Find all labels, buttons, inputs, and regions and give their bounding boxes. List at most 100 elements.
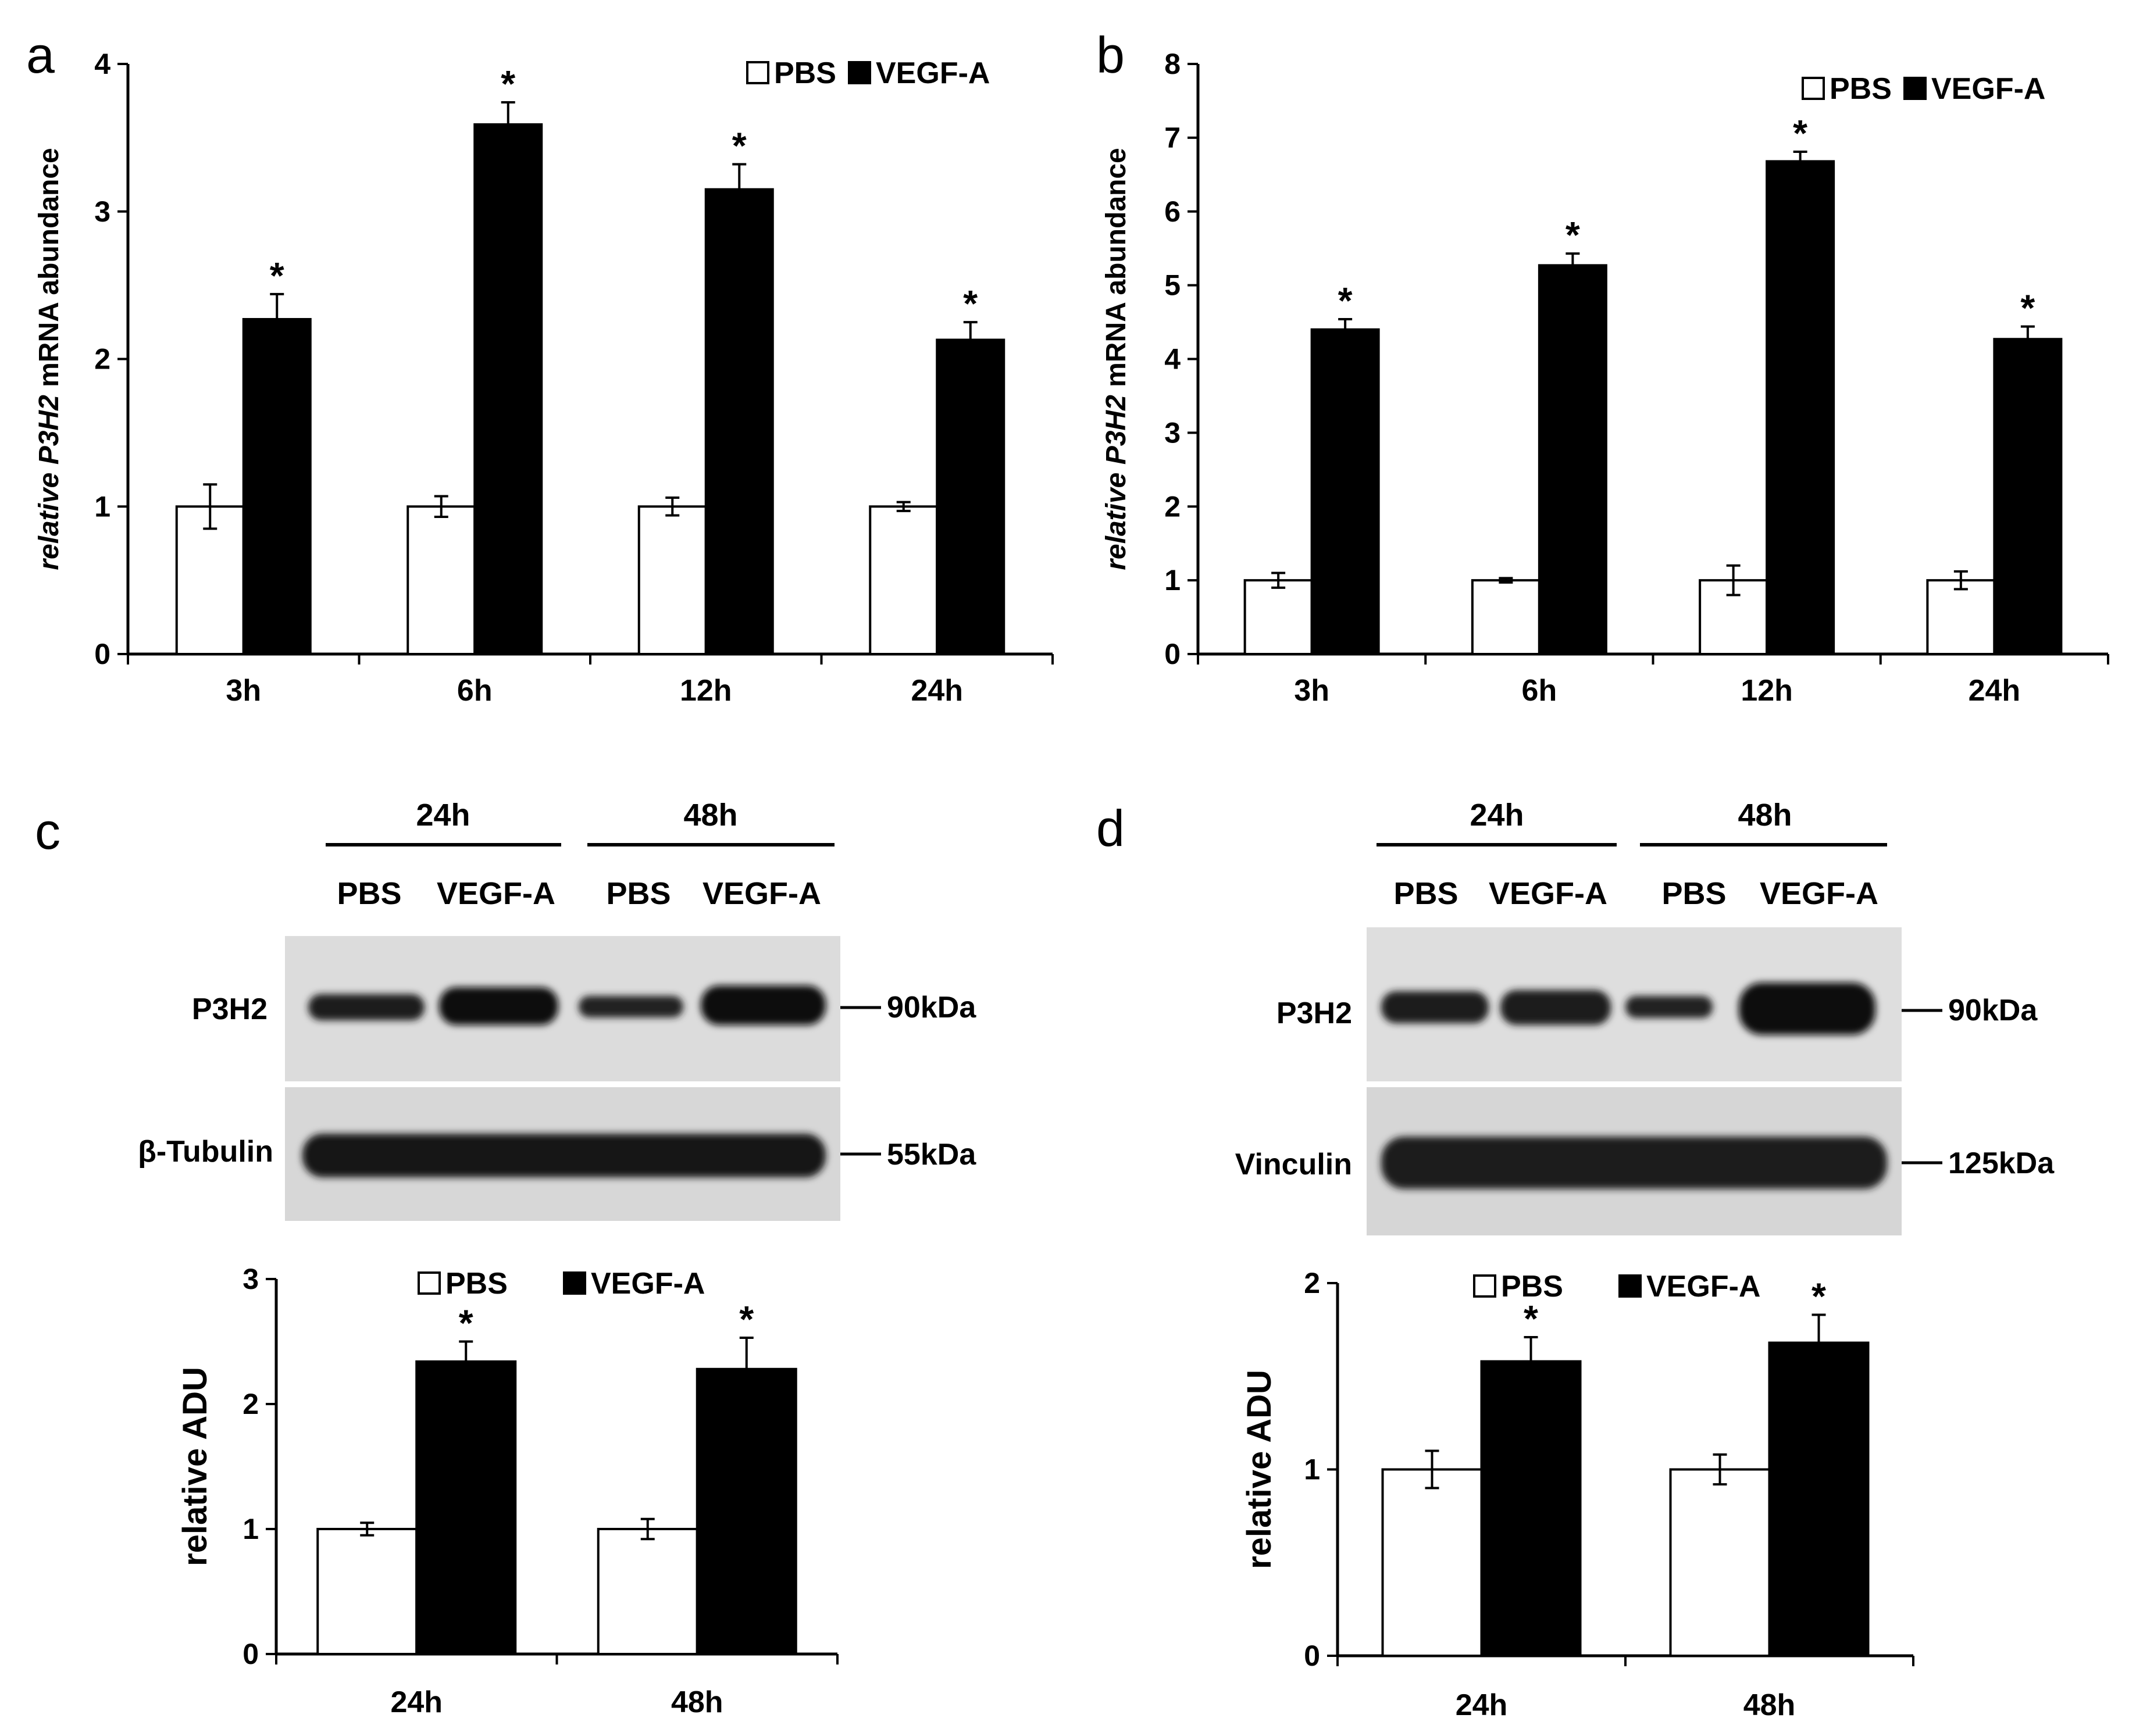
- bar-pbs: [1243, 579, 1313, 655]
- y-tick-label: 1: [1164, 564, 1181, 596]
- group-label: 48h: [1738, 798, 1792, 833]
- significance-marker: *: [739, 1298, 754, 1340]
- legend-swatch: [746, 61, 769, 84]
- y-tick-label: 8: [1164, 48, 1181, 80]
- legend-swatch: [1802, 77, 1825, 100]
- chart-d: 0 1 2 24h * 48h * relative ADU PBS VEGF-A: [1240, 1267, 1914, 1722]
- legend-label: VEGF-A: [876, 56, 990, 90]
- x-tick-label: 3h: [226, 674, 261, 708]
- legend-label: VEGF-A: [591, 1267, 705, 1301]
- y-tick-label: 2: [243, 1388, 259, 1420]
- bar-pbs: [1471, 579, 1541, 655]
- y-tick-label: 5: [1164, 269, 1181, 302]
- band: [302, 1134, 826, 1177]
- legend-swatch: [563, 1271, 586, 1295]
- legend-label: PBS: [774, 56, 836, 90]
- y-axis-label-prefix: relative: [34, 465, 65, 570]
- chart-c: 0 1 2 3 24h * 48h * relative ADU PBS VEGF-A: [176, 1263, 839, 1719]
- panel-letter-c: c: [35, 802, 60, 860]
- significance-marker: *: [1524, 1298, 1538, 1339]
- x-tick-label: 12h: [680, 674, 732, 708]
- panel-letter-a: a: [26, 26, 55, 84]
- lane-label: VEGF-A: [1760, 876, 1878, 911]
- band: [1381, 991, 1489, 1023]
- lane-label: VEGF-A: [1489, 876, 1607, 911]
- group-label: 24h: [416, 798, 470, 833]
- y-axis-label: relative P3H2 mRNA abundance: [34, 148, 65, 570]
- blot-bands-loading: [302, 1134, 826, 1177]
- band: [1500, 990, 1611, 1025]
- blot-row-label: Vinculin: [1235, 1148, 1352, 1181]
- significance-marker: *: [270, 255, 284, 297]
- significance-marker: *: [2020, 287, 2035, 329]
- y-tick-label: 0: [1304, 1639, 1320, 1672]
- y-axis-label-prefix: relative: [1101, 465, 1132, 570]
- marker-label: 125kDa: [1948, 1146, 2055, 1180]
- chart-a: 0 1 2 3 4 3h * 6h * 12h * 24h * relative P3H2 mRNA ab…: [34, 48, 1054, 708]
- bar-pbs: [597, 1528, 698, 1655]
- legend-swatch: [418, 1271, 441, 1295]
- y-tick-label: 7: [1164, 122, 1181, 154]
- x-tick-label: 24h: [911, 674, 963, 708]
- y-tick-label: 3: [94, 195, 110, 228]
- y-tick-label: 1: [94, 490, 110, 523]
- bar-pbs: [1381, 1468, 1483, 1657]
- significance-marker: *: [963, 283, 978, 324]
- legend-label: PBS: [1830, 72, 1892, 106]
- significance-marker: *: [732, 125, 747, 167]
- y-tick-label: 3: [243, 1263, 259, 1295]
- bar-pbs: [406, 505, 476, 655]
- bar-vegf-a: [1480, 1360, 1582, 1658]
- y-tick-label: 0: [1164, 638, 1181, 670]
- significance-marker: *: [1812, 1275, 1826, 1317]
- lane-label: PBS: [337, 876, 401, 911]
- bar-vegf-a: [242, 317, 312, 655]
- bar-vegf-a: [1766, 160, 1835, 656]
- y-tick-label: 2: [1164, 490, 1181, 523]
- legend-label: VEGF-A: [1646, 1270, 1760, 1303]
- legend-swatch: [1903, 77, 1927, 100]
- y-tick-label: 0: [94, 638, 110, 670]
- blot-c: 24h 48h PBS VEGF-A PBS VEGF-A P3H2 90kDa…: [138, 798, 976, 1221]
- significance-marker: *: [1793, 112, 1807, 154]
- blot-row-label: β-Tubulin: [138, 1135, 273, 1169]
- y-tick-label: 6: [1164, 195, 1181, 228]
- group-label: 48h: [683, 798, 737, 833]
- x-tick-label: 24h: [1456, 1688, 1508, 1722]
- y-axis-label: relative P3H2 mRNA abundance: [1101, 148, 1132, 570]
- band: [1381, 1137, 1887, 1189]
- bar-vegf-a: [1768, 1341, 1870, 1658]
- x-tick-label: 6h: [1522, 674, 1557, 708]
- y-axis-label-suffix: mRNA abundance: [34, 148, 65, 395]
- significance-marker: *: [501, 63, 515, 105]
- y-axis-label: relative ADU: [1240, 1370, 1278, 1569]
- blot-bands-loading: [1381, 1137, 1887, 1189]
- band: [701, 985, 826, 1025]
- legend-swatch: [1618, 1274, 1642, 1298]
- y-tick-label: 2: [1304, 1267, 1320, 1299]
- legend-swatch: [848, 61, 871, 84]
- band: [579, 996, 683, 1017]
- lane-label: VEGF-A: [437, 876, 555, 911]
- bar-vegf-a: [415, 1360, 517, 1655]
- lane-label: PBS: [1661, 876, 1726, 911]
- y-axis-label-gene: P3H2: [34, 395, 65, 465]
- x-tick-label: 6h: [457, 674, 493, 708]
- y-tick-label: 4: [94, 48, 110, 80]
- x-tick-label: 3h: [1294, 674, 1329, 708]
- blot-row-label: P3H2: [192, 992, 268, 1026]
- x-tick-label: 48h: [1743, 1688, 1796, 1722]
- lane-label: VEGF-A: [703, 876, 821, 911]
- band: [1739, 983, 1875, 1035]
- legend-label: PBS: [445, 1267, 508, 1301]
- marker-label: 90kDa: [1948, 994, 2038, 1027]
- group-label: 24h: [1470, 798, 1524, 833]
- legend-label: VEGF-A: [1931, 72, 2045, 106]
- bar-pbs: [175, 505, 245, 655]
- chart-b: 0 1 2 3 4 5 6 7 8 3h * 6h * 12h * 24h * relative P3H2 mRN…: [1101, 48, 2109, 708]
- x-tick-label: 48h: [671, 1685, 723, 1719]
- bar-vegf-a: [696, 1367, 797, 1656]
- bar-vegf-a: [704, 188, 774, 655]
